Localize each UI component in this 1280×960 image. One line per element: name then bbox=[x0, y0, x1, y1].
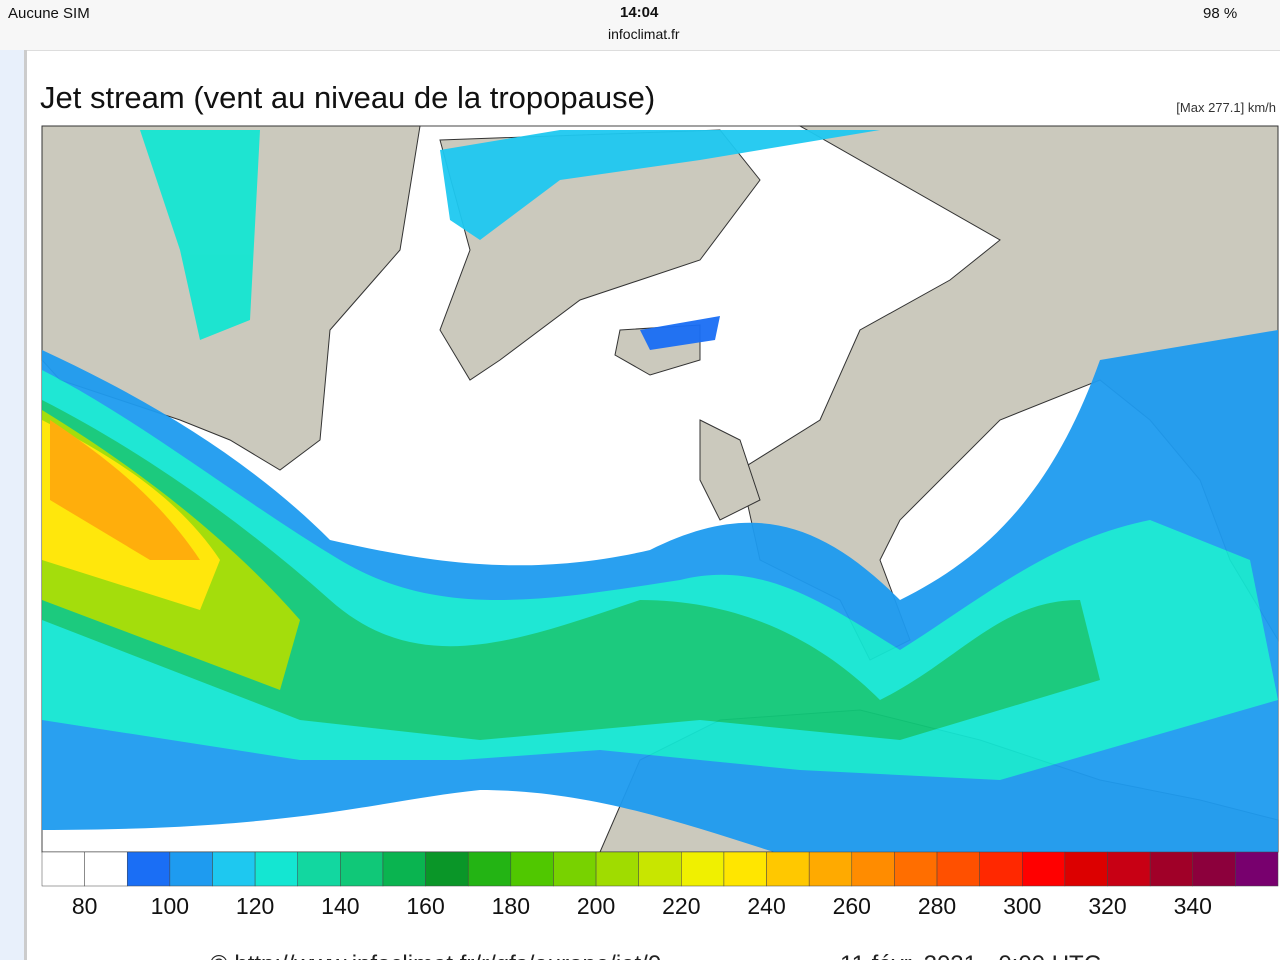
legend-swatch bbox=[936, 851, 980, 887]
color-legend: 80 100 120 140 160 180 200 220 240 260 280 300 320 34… bbox=[41, 851, 1279, 919]
legend-label: 340 bbox=[1174, 893, 1212, 919]
legend-swatch bbox=[595, 851, 639, 887]
legend-swatch bbox=[808, 851, 853, 887]
footer-date: 11 févr. 2021 - 0:00 UTC bbox=[840, 951, 1101, 960]
legend-swatch bbox=[1192, 851, 1236, 887]
legend-swatch bbox=[1149, 851, 1194, 887]
legend-swatch bbox=[979, 851, 1023, 887]
legend-label: 120 bbox=[236, 893, 274, 919]
legend-label: 80 bbox=[72, 893, 98, 919]
legend-swatch bbox=[467, 851, 512, 887]
legend-swatch bbox=[1022, 851, 1066, 887]
legend-swatch bbox=[126, 851, 171, 887]
legend-label: 200 bbox=[577, 893, 615, 919]
legend-label: 180 bbox=[492, 893, 530, 919]
legend-swatch bbox=[169, 851, 213, 887]
legend-label: 140 bbox=[321, 893, 359, 919]
legend-label: 300 bbox=[1003, 893, 1041, 919]
legend-label: 220 bbox=[662, 893, 700, 919]
legend-swatch bbox=[851, 851, 895, 887]
legend-swatch bbox=[510, 851, 554, 887]
legend-swatch bbox=[254, 851, 298, 887]
legend-swatch bbox=[84, 851, 128, 887]
url[interactable]: infoclimat.fr bbox=[608, 26, 680, 42]
map-title: Jet stream (vent au niveau de la tropopa… bbox=[40, 80, 655, 115]
legend-swatch bbox=[340, 851, 384, 887]
footer-source: © http://www.infoclimat.fr/r/gfs/europe/… bbox=[210, 951, 661, 960]
legend-label: 240 bbox=[747, 893, 785, 919]
legend-swatch bbox=[41, 851, 85, 887]
legend-label: 160 bbox=[406, 893, 444, 919]
legend-swatch bbox=[553, 851, 597, 887]
legend-swatch bbox=[297, 851, 341, 887]
legend-swatch bbox=[723, 851, 767, 887]
legend-label: 100 bbox=[151, 893, 189, 919]
legend-swatch bbox=[212, 851, 256, 887]
legend-swatch bbox=[1107, 851, 1151, 887]
legend-label: 320 bbox=[1088, 893, 1126, 919]
legend-label: 280 bbox=[918, 893, 956, 919]
legend-swatch bbox=[638, 851, 682, 887]
sidebar bbox=[0, 50, 27, 960]
legend-swatch bbox=[894, 851, 938, 887]
time: 14:04 bbox=[620, 4, 659, 21]
legend-swatch bbox=[382, 851, 426, 887]
legend-swatch bbox=[1064, 851, 1108, 887]
map bbox=[41, 125, 1279, 860]
legend-swatch bbox=[766, 851, 810, 887]
legend-swatch bbox=[1235, 851, 1279, 887]
legend-swatch bbox=[425, 851, 469, 887]
max-label: [Max 277.1] km/h bbox=[1176, 100, 1276, 115]
legend-label: 260 bbox=[833, 893, 871, 919]
legend-swatch bbox=[681, 851, 725, 887]
battery: 98 % bbox=[1203, 5, 1238, 22]
status-bar: Aucune SIM 14:04 infoclimat.fr 98 % bbox=[0, 0, 1280, 51]
carrier: Aucune SIM bbox=[8, 5, 90, 22]
